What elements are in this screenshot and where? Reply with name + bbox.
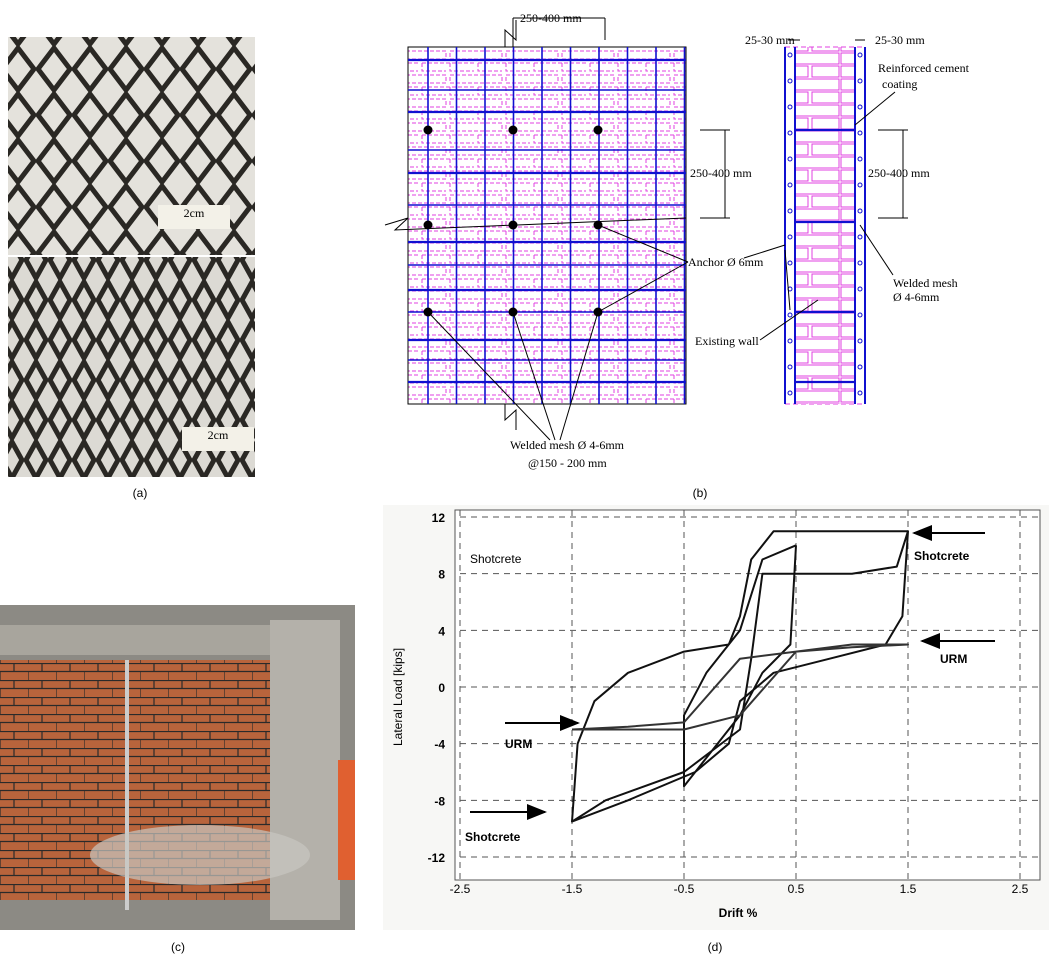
panel-label: (c)	[171, 940, 185, 954]
tie	[787, 156, 793, 162]
tie	[857, 364, 863, 370]
tie	[857, 182, 863, 188]
leader-line	[759, 299, 819, 341]
spray	[90, 825, 310, 885]
pole	[125, 660, 129, 910]
tie	[857, 234, 863, 240]
y-tick-label: 0	[438, 681, 445, 695]
wall-elevation	[407, 46, 687, 405]
anchor	[593, 125, 603, 135]
y-tick-label: -12	[428, 851, 446, 865]
diagram-label: @150 - 200 mm	[528, 456, 607, 470]
anchor	[423, 220, 433, 230]
diagram-label: Welded mesh	[893, 276, 958, 290]
annotation: Shotcrete	[914, 549, 970, 563]
diagram-label: Existing wall	[695, 334, 759, 348]
break-line	[504, 404, 517, 430]
chart-title: Shotcrete	[470, 552, 522, 566]
x-tick-label: -0.5	[674, 882, 695, 896]
diagram	[384, 17, 908, 441]
leader-line	[859, 224, 894, 276]
leader-line	[427, 311, 551, 441]
x-tick-label: 1.5	[900, 882, 917, 896]
panel-label: (a)	[133, 486, 148, 500]
tie	[787, 182, 793, 188]
chart: -12 -8 -4 0 4 8 12 -2.5 -1.5 -0.5 0.5 1.5 2.5 Shotcre…	[391, 510, 1040, 920]
annotation: URM	[505, 737, 532, 751]
tie	[787, 104, 793, 110]
x-axis-label: Drift %	[719, 906, 758, 920]
series-line	[571, 530, 909, 823]
leader-line	[784, 249, 791, 311]
break-line	[504, 20, 517, 47]
tie	[787, 338, 793, 344]
y-tick-label: -4	[434, 738, 445, 752]
tie	[857, 156, 863, 162]
y-axis-label: Lateral Load [kips]	[391, 648, 405, 746]
tie	[787, 260, 793, 266]
annotation: URM	[940, 652, 967, 666]
tie	[787, 208, 793, 214]
scale-card	[182, 427, 254, 451]
diagram-label: 250-400 mm	[690, 166, 752, 180]
tie	[787, 234, 793, 240]
y-tick-label: 4	[438, 624, 445, 638]
tie	[787, 364, 793, 370]
tie	[787, 312, 793, 318]
anchor	[508, 125, 518, 135]
y-tick-label: 8	[438, 568, 445, 582]
y-tick-label: -8	[434, 794, 445, 808]
diagram-label: Ø 4-6mm	[893, 290, 940, 304]
break-line	[384, 217, 687, 231]
leader-line	[512, 311, 556, 441]
diagram-label: 25-30 mm	[875, 33, 925, 47]
series-line	[571, 643, 909, 731]
wall-section	[795, 47, 855, 404]
tie	[857, 78, 863, 84]
y-tick-label: 12	[432, 511, 446, 525]
tie	[787, 390, 793, 396]
tie	[857, 390, 863, 396]
leader-line	[743, 244, 786, 259]
tie	[787, 78, 793, 84]
x-tick-label: -2.5	[450, 882, 471, 896]
x-tick-label: 0.5	[788, 882, 805, 896]
diagram-label: Anchor Ø 6mm	[688, 255, 764, 269]
tie	[787, 130, 793, 136]
diagram-label: Reinforced cement	[878, 61, 970, 75]
scale-label: 2cm	[184, 206, 205, 220]
scale-card	[158, 205, 230, 229]
annotation: Shotcrete	[465, 830, 521, 844]
leader-line	[854, 91, 896, 126]
worker	[338, 760, 355, 880]
tie	[857, 338, 863, 344]
x-tick-label: -1.5	[562, 882, 583, 896]
tie	[857, 52, 863, 58]
x-tick-label: 2.5	[1012, 882, 1029, 896]
tie	[857, 312, 863, 318]
leader-line	[597, 261, 689, 313]
tie	[857, 208, 863, 214]
diagram-label: 250-400 mm	[868, 166, 930, 180]
panel-label: (d)	[708, 940, 723, 954]
diagram-label: coating	[882, 77, 917, 91]
panel-label: (b)	[693, 486, 708, 500]
tie	[857, 260, 863, 266]
photo-bg	[0, 625, 290, 655]
diagram-label: 250-400 mm	[520, 11, 582, 25]
tie	[787, 52, 793, 58]
leader-line	[597, 224, 689, 263]
anchor	[423, 125, 433, 135]
scale-label: 2cm	[208, 428, 229, 442]
diagram-label: 25-30 mm	[745, 33, 795, 47]
tie	[857, 130, 863, 136]
tie	[857, 104, 863, 110]
leader-line	[559, 311, 599, 441]
diagram-label: Welded mesh Ø 4-6mm	[510, 438, 625, 452]
tie	[857, 286, 863, 292]
